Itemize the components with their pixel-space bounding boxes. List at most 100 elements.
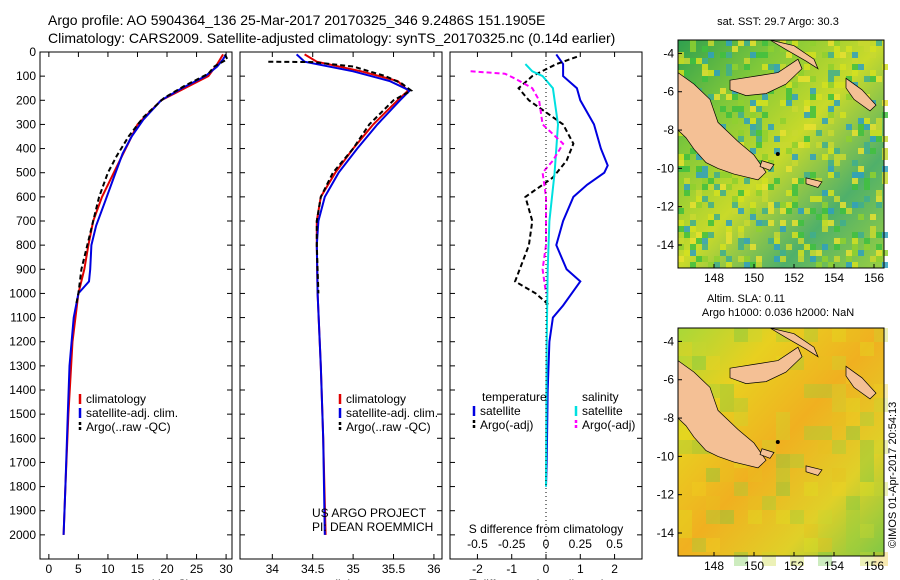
sst-field-cell — [744, 40, 750, 46]
sst-field-cell — [846, 136, 852, 142]
sla-field-cell — [762, 552, 776, 566]
sla-map-subtitle: Argo h1000: 0.036 h2000: NaN — [702, 307, 854, 319]
sst-field-cell — [756, 226, 762, 232]
sst-field-cell — [762, 40, 768, 46]
sst-field-cell — [876, 202, 882, 208]
sst-field-cell — [774, 148, 780, 154]
sst-field-cell — [840, 112, 846, 118]
sst-field-cell — [726, 184, 732, 190]
pressure-tick-label: 900 — [16, 262, 36, 276]
sla-field-cell — [860, 440, 874, 454]
sst-field-cell — [726, 238, 732, 244]
sla-field-cell — [678, 510, 692, 524]
sst-field-cell — [762, 154, 768, 160]
sst-field-cell — [690, 262, 696, 268]
sla-field-cell — [818, 510, 832, 524]
sst-field-cell — [804, 142, 810, 148]
sst-field-cell — [858, 64, 864, 70]
temperature-plot-frame — [39, 51, 233, 560]
sst-field-cell — [690, 220, 696, 226]
sla-lat-label: -4 — [663, 334, 674, 348]
sst-field-cell — [780, 226, 786, 232]
sst-field-cell — [684, 250, 690, 256]
sla-field-cell — [860, 482, 874, 496]
sst-field-cell — [846, 46, 852, 52]
sla-field-cell — [846, 496, 860, 510]
sla-field-cell — [804, 426, 818, 440]
sst-field-cell — [810, 172, 816, 178]
sst-field-cell — [822, 82, 828, 88]
sst-field-cell — [864, 196, 870, 202]
sst-field-cell — [852, 262, 858, 268]
sst-field-cell — [876, 136, 882, 142]
sst-field-cell — [768, 64, 774, 70]
diff-legend-label: Argo(-adj) — [480, 418, 533, 432]
sst-field-cell — [756, 52, 762, 58]
sst-field-cell — [858, 124, 864, 130]
sst-field-cell — [834, 160, 840, 166]
sst-field-cell — [678, 154, 684, 160]
sst-field-cell — [738, 256, 744, 262]
sst-lon-label: 150 — [744, 271, 764, 285]
pressure-tick-label: 1400 — [9, 383, 36, 397]
sst-field-cell — [834, 46, 840, 52]
sst-field-cell — [828, 40, 834, 46]
sst-field-cell — [828, 262, 834, 268]
sst-field-cell — [834, 196, 840, 202]
sst-field-cell — [708, 178, 714, 184]
pressure-tick-label: 100 — [16, 69, 36, 83]
sst-field-cell — [798, 70, 804, 76]
sst-field-cell — [876, 40, 882, 46]
sla-field-cell — [776, 482, 790, 496]
sst-field-cell — [684, 226, 690, 232]
sst-field-cell — [750, 202, 756, 208]
sst-field-cell — [876, 130, 882, 136]
sla-field-cell — [706, 468, 720, 482]
sla-field-cell — [706, 510, 720, 524]
sst-field-cell — [834, 172, 840, 178]
sst-land-new-britain — [729, 58, 803, 96]
sst-field-cell — [792, 40, 798, 46]
sst-field-cell — [726, 112, 732, 118]
sst-field-cell — [744, 262, 750, 268]
sst-field-cell — [882, 154, 888, 160]
sla-field-cell — [832, 412, 846, 426]
sst-field-cell — [756, 118, 762, 124]
sst-field-cell — [780, 250, 786, 256]
sst-field-cell — [702, 172, 708, 178]
temperature-xtick-label: 25 — [190, 562, 204, 576]
sla-field-cell — [776, 426, 790, 440]
salinity-legend-label: satellite-adj. clim. — [346, 406, 438, 420]
sla-field-cell — [790, 454, 804, 468]
sst-field-cell — [804, 136, 810, 142]
sst-field-cell — [738, 238, 744, 244]
sla-lat-label: -6 — [663, 373, 674, 387]
sst-field-cell — [852, 178, 858, 184]
sla-field-cell — [762, 496, 776, 510]
sla-field-cell — [846, 524, 860, 538]
sst-field-cell — [810, 106, 816, 112]
pressure-tick-label: 1000 — [9, 286, 36, 300]
sst-field-cell — [684, 166, 690, 172]
sst-field-cell — [720, 250, 726, 256]
sst-field-cell — [840, 154, 846, 160]
sst-field-cell — [798, 232, 804, 238]
sst-field-cell — [690, 40, 696, 46]
sst-field-cell — [810, 124, 816, 130]
sst-field-cell — [690, 214, 696, 220]
temperature-xlabel: temperature (deg C) — [82, 577, 190, 580]
sla-field-cell — [818, 440, 832, 454]
sla-field-cell — [692, 342, 706, 356]
sst-field-cell — [834, 226, 840, 232]
sst-field-cell — [858, 214, 864, 220]
sst-field-cell — [810, 40, 816, 46]
sst-field-cell — [744, 58, 750, 64]
sst-field-cell — [864, 148, 870, 154]
sla-field-cell — [720, 398, 734, 412]
sst-field-cell — [804, 106, 810, 112]
sla-field-cell — [832, 398, 846, 412]
sst-field-cell — [732, 118, 738, 124]
sst-field-cell — [750, 208, 756, 214]
sst-field-cell — [798, 76, 804, 82]
salinity-legend-label: Argo(..raw -QC) — [346, 420, 431, 434]
